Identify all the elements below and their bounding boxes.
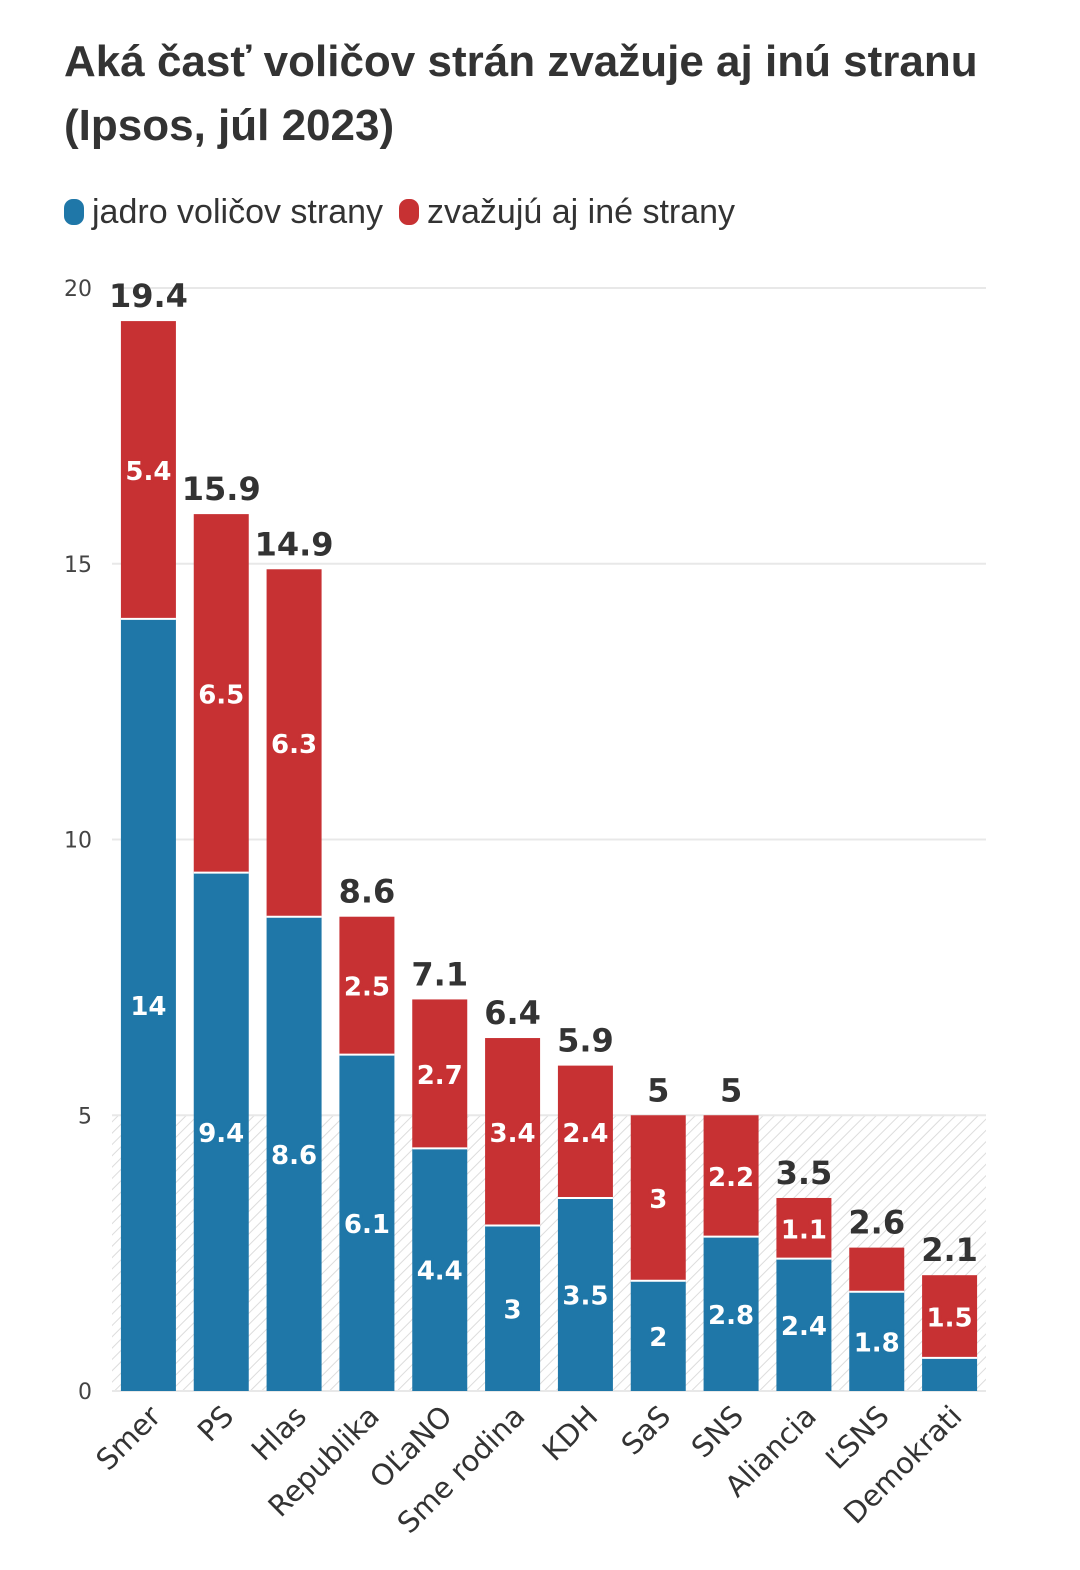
bar-others-1[interactable] (193, 514, 249, 873)
bar-core-10[interactable] (849, 1291, 905, 1391)
legend-swatch-others (399, 199, 420, 225)
bar-core-2[interactable] (266, 916, 322, 1391)
y-tick-label: 5 (78, 1104, 92, 1129)
segment-label: 2.7 (417, 1061, 463, 1091)
bar-others-3[interactable] (339, 916, 395, 1055)
bar-others-9[interactable] (776, 1197, 832, 1259)
total-label: 5.9 (557, 1022, 614, 1060)
segment-label: 2.5 (344, 973, 390, 1003)
bar-core-0[interactable] (120, 618, 176, 1391)
bar-others-0[interactable] (120, 321, 176, 619)
bar-others-4[interactable] (412, 999, 468, 1149)
legend-swatch-core (64, 199, 84, 225)
segment-label: 8.6 (271, 1141, 317, 1171)
bar-core-11[interactable] (922, 1357, 978, 1391)
y-tick-label: 10 (64, 829, 92, 854)
bar-others-5[interactable] (485, 1038, 541, 1226)
shaded-band (112, 1115, 986, 1391)
x-tick-label: PS (191, 1399, 240, 1448)
legend-item-others[interactable]: zvažujú aj iné strany (399, 193, 735, 232)
segment-label: 6.3 (271, 730, 317, 760)
segment-label: 5.4 (125, 457, 171, 487)
y-tick-label: 20 (64, 277, 92, 302)
total-label: 6.4 (484, 994, 541, 1032)
x-tick-label: SNS (685, 1399, 750, 1464)
total-label: 2.1 (921, 1231, 978, 1269)
segment-label: 6.5 (198, 680, 244, 710)
total-label: 5 (647, 1071, 669, 1109)
segment-label: 2.8 (708, 1301, 754, 1331)
legend-label-others: zvažujú aj iné strany (427, 192, 736, 231)
segment-label: 9.4 (198, 1119, 244, 1149)
total-label: 15.9 (182, 470, 261, 508)
legend: jadro voličov strany zvažujú aj iné stra… (64, 190, 751, 234)
total-label: 19.4 (109, 277, 188, 315)
bar-core-7[interactable] (630, 1280, 686, 1391)
segment-label: 2.2 (708, 1163, 754, 1193)
bar-others-6[interactable] (557, 1065, 613, 1198)
segment-label: 2.4 (781, 1312, 827, 1342)
bar-core-8[interactable] (703, 1236, 759, 1391)
x-tick-label: Smer (89, 1399, 167, 1477)
segment-label: 1.1 (781, 1215, 827, 1245)
segment-label: 2.4 (562, 1119, 608, 1149)
segment-label: 2 (649, 1323, 667, 1353)
bar-others-7[interactable] (630, 1115, 686, 1281)
legend-item-core[interactable]: jadro voličov strany (64, 193, 383, 232)
bar-others-11[interactable] (922, 1275, 978, 1358)
bar-others-2[interactable] (266, 569, 322, 917)
y-tick-label: 0 (78, 1380, 92, 1405)
x-tick-label: KDH (536, 1399, 605, 1468)
y-tick-label: 15 (64, 553, 92, 578)
bar-others-10[interactable] (849, 1247, 905, 1292)
bar-core-1[interactable] (193, 872, 249, 1391)
legend-label-core: jadro voličov strany (92, 192, 384, 231)
bar-core-4[interactable] (412, 1148, 468, 1391)
bar-core-6[interactable] (557, 1197, 613, 1391)
bar-core-5[interactable] (485, 1225, 541, 1391)
bar-core-9[interactable] (776, 1258, 832, 1391)
segment-label: 14 (130, 992, 166, 1022)
chart-title: Aká časť voličov strán zvažuje aj inú st… (64, 37, 978, 150)
bar-core-3[interactable] (339, 1054, 395, 1391)
total-label: 3.5 (776, 1154, 833, 1192)
segment-label: 3 (649, 1185, 667, 1215)
segment-label: 6.1 (344, 1210, 390, 1240)
segment-label: 3.5 (562, 1281, 608, 1311)
total-label: 5 (720, 1071, 742, 1109)
x-tick-label: SaS (615, 1399, 678, 1462)
segment-label: 3.4 (490, 1119, 536, 1149)
segment-label: 1.5 (927, 1304, 973, 1334)
segment-label: 3 (504, 1295, 522, 1325)
segment-label: 4.4 (417, 1257, 463, 1287)
total-label: 2.6 (848, 1204, 905, 1242)
total-label: 14.9 (255, 525, 334, 563)
bar-others-8[interactable] (703, 1115, 759, 1237)
segment-label: 1.8 (854, 1328, 900, 1358)
total-label: 8.6 (339, 873, 396, 911)
total-label: 7.1 (411, 955, 468, 993)
